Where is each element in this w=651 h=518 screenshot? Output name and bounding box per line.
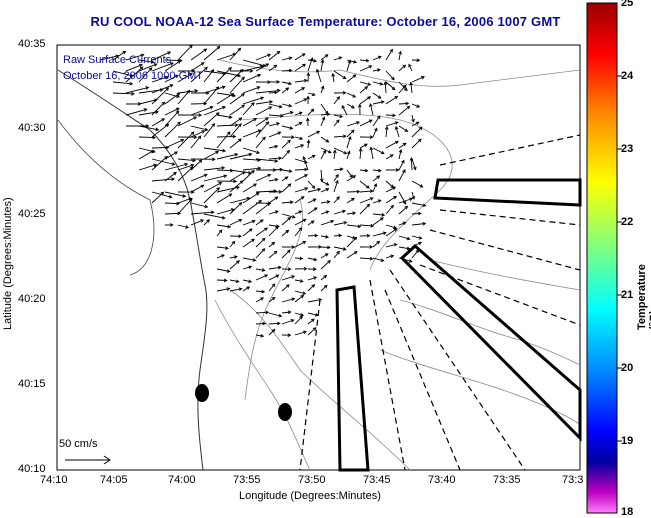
buoy-marker-2 [278,403,292,421]
coastline-bay [57,119,155,276]
plot-frame [56,44,581,471]
ytick-label: 40:30 [18,122,46,134]
scale-label: 50 cm/s [59,438,98,450]
x-axis-label: Longitude (Degrees:Minutes) [239,490,381,502]
xtick-label: 73:3 [562,474,584,486]
xtick-label: 74:00 [168,474,196,486]
xtick-label: 73:50 [298,474,326,486]
xtick-label: 73:55 [233,474,261,486]
y-axis-label: Latitude (Degrees:Minutes) [2,197,14,330]
colorbar-tick: 24 [621,70,634,82]
ytick-label: 40:25 [18,208,46,220]
overlay-line-2: October 16, 2006 1000 GMT [63,70,204,82]
ytick-label: 40:35 [18,38,46,50]
coastline [57,69,208,471]
colorbar-tick: 19 [621,435,634,447]
sector-outlines [335,178,582,472]
xtick-label: 74:10 [40,474,68,486]
colorbar-tick: 21 [621,289,634,301]
colorbar-tick: 25 [621,0,634,9]
ytick-label: 40:15 [18,378,46,390]
ytick-label: 40:10 [18,463,46,475]
current-vectors [99,44,427,338]
overlay-line-1: Raw Surface Currents [63,54,172,66]
colorbar-tick: 20 [621,362,634,374]
sector-southeast [399,243,582,442]
xtick-label: 73:35 [493,474,521,486]
sector-south [335,285,370,472]
ytick-label: 40:20 [18,293,46,305]
colorbar-tick: 18 [621,506,634,518]
xtick-label: 74:05 [100,474,128,486]
chart-title: RU COOL NOAA-12 Sea Surface Temperature:… [90,14,561,29]
colorbar-tick: 23 [621,143,634,155]
colorbar [586,2,618,514]
sector-east [433,178,582,207]
xtick-label: 73:45 [363,474,391,486]
buoy-marker-1 [195,384,209,402]
colorbar-tick: 22 [621,216,634,228]
xtick-label: 73:40 [428,474,456,486]
colorbar-label: Temperature (°C) [636,264,651,330]
radial-lines [299,134,581,471]
